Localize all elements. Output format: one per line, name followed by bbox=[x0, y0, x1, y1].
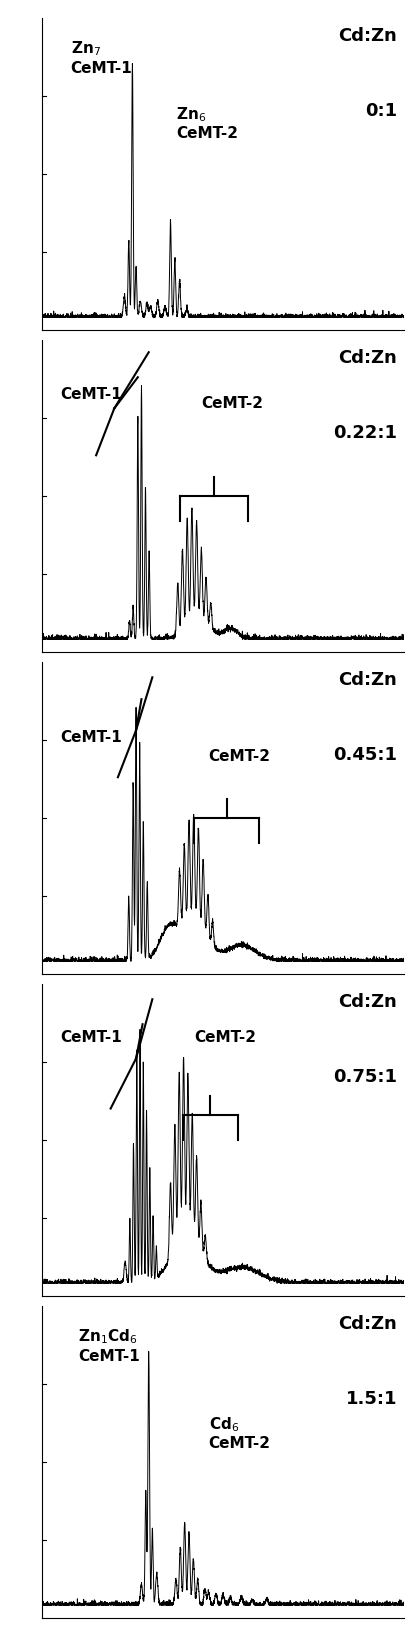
Text: 1.5:1: 1.5:1 bbox=[346, 1390, 397, 1408]
Text: CeMT-1: CeMT-1 bbox=[60, 1031, 122, 1046]
Text: Cd$_6$
CeMT-2: Cd$_6$ CeMT-2 bbox=[208, 1415, 271, 1450]
Text: Cd:Zn: Cd:Zn bbox=[339, 350, 397, 367]
Text: Zn$_7$
CeMT-1: Zn$_7$ CeMT-1 bbox=[71, 39, 133, 76]
Text: Cd:Zn: Cd:Zn bbox=[339, 993, 397, 1011]
Text: 0.75:1: 0.75:1 bbox=[333, 1068, 397, 1086]
Text: Cd:Zn: Cd:Zn bbox=[339, 28, 397, 46]
Text: 0.22:1: 0.22:1 bbox=[333, 424, 397, 442]
Text: Zn$_1$Cd$_6$
CeMT-1: Zn$_1$Cd$_6$ CeMT-1 bbox=[78, 1327, 140, 1364]
Text: Cd:Zn: Cd:Zn bbox=[339, 1315, 397, 1333]
Text: Zn$_6$
CeMT-2: Zn$_6$ CeMT-2 bbox=[176, 106, 238, 141]
Text: CeMT-1: CeMT-1 bbox=[60, 387, 122, 402]
Text: 0:1: 0:1 bbox=[365, 102, 397, 120]
Text: 0.45:1: 0.45:1 bbox=[333, 746, 397, 764]
Text: CeMT-2: CeMT-2 bbox=[201, 397, 263, 411]
Text: Cd:Zn: Cd:Zn bbox=[339, 672, 397, 689]
Text: CeMT-2: CeMT-2 bbox=[208, 750, 271, 764]
Text: CeMT-1: CeMT-1 bbox=[60, 730, 122, 745]
Text: CeMT-2: CeMT-2 bbox=[194, 1031, 256, 1046]
